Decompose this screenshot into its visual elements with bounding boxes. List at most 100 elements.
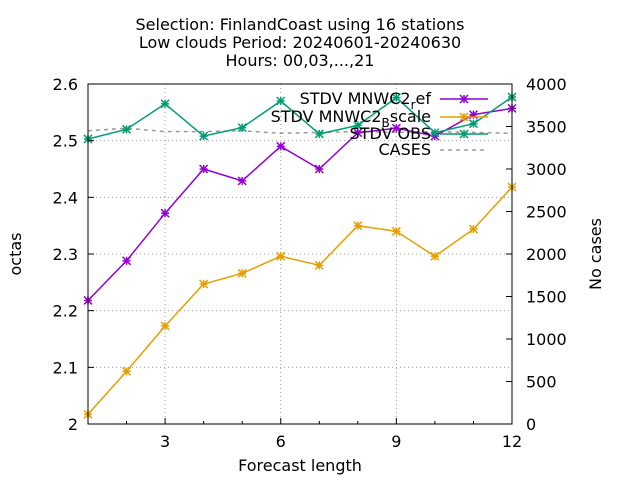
axes: 2 2.1 2.2 2.3 2.4 2.5 2.6 0 500 1000 1500 2000 2500 3… bbox=[6, 75, 605, 475]
legend-label-main: STDV MNWC2 bbox=[300, 89, 411, 108]
data-point bbox=[199, 131, 209, 141]
data-point-stroke bbox=[391, 226, 401, 236]
data-point bbox=[276, 141, 286, 151]
legend-label-tail: ef bbox=[416, 89, 432, 108]
data-point-stroke bbox=[160, 208, 170, 218]
y2-tick-label: 4000 bbox=[526, 75, 567, 94]
data-point-stroke bbox=[276, 96, 286, 106]
data-point bbox=[353, 120, 363, 130]
chart-title: Selection: FinlandCoast using 16 station… bbox=[136, 15, 465, 70]
data-point bbox=[314, 129, 324, 139]
y-axis-label: octas bbox=[6, 233, 25, 276]
data-point-stroke bbox=[468, 224, 478, 234]
data-point-stroke bbox=[237, 123, 247, 133]
data-point bbox=[468, 224, 478, 234]
y-tick-label: 2.4 bbox=[53, 188, 78, 207]
data-point bbox=[122, 256, 132, 266]
data-point-stroke bbox=[391, 93, 401, 103]
data-point bbox=[237, 176, 247, 186]
data-point-stroke bbox=[160, 99, 170, 109]
data-point bbox=[314, 164, 324, 174]
legend-label-sub: r bbox=[411, 98, 416, 112]
chart-title-line: Low clouds Period: 20240601-20240630 bbox=[139, 33, 461, 52]
data-point-stroke bbox=[353, 221, 363, 231]
series-line bbox=[87, 96, 513, 140]
data-point-stroke bbox=[314, 164, 324, 174]
data-point bbox=[391, 93, 401, 103]
legend-label: STDV MNWC2Bscale bbox=[271, 107, 431, 130]
data-point bbox=[391, 226, 401, 236]
x-tick-label: 3 bbox=[160, 432, 170, 451]
data-point-stroke bbox=[353, 120, 363, 130]
x-tick-label: 9 bbox=[391, 432, 401, 451]
legend-label: CASES bbox=[378, 140, 431, 159]
series-line bbox=[87, 186, 513, 415]
y2-tick-label: 3500 bbox=[526, 118, 567, 137]
series-lines bbox=[83, 92, 517, 419]
legend-label-main: STDV OBS bbox=[350, 124, 431, 143]
data-point bbox=[122, 366, 132, 376]
data-point-stroke bbox=[353, 128, 363, 138]
y2-tick-label: 2500 bbox=[526, 203, 567, 222]
legend-label-sub: B bbox=[382, 116, 390, 130]
data-point bbox=[199, 164, 209, 174]
y-tick-label: 2.1 bbox=[53, 358, 78, 377]
data-point bbox=[353, 128, 363, 138]
data-point-stroke bbox=[122, 124, 132, 134]
data-point-stroke bbox=[122, 366, 132, 376]
data-point bbox=[459, 94, 469, 104]
data-point bbox=[122, 124, 132, 134]
data-point bbox=[459, 112, 469, 122]
chart-title-line: Selection: FinlandCoast using 16 station… bbox=[136, 15, 465, 34]
data-point-stroke bbox=[459, 112, 469, 122]
y-tick-label: 2.5 bbox=[53, 132, 78, 151]
data-point bbox=[430, 128, 440, 138]
data-point bbox=[237, 123, 247, 133]
data-point bbox=[353, 221, 363, 231]
data-point-stroke bbox=[122, 256, 132, 266]
legend-label-main: CASES bbox=[378, 140, 431, 159]
data-point-stroke bbox=[314, 129, 324, 139]
data-point-stroke bbox=[276, 251, 286, 261]
data-point-stroke bbox=[430, 128, 440, 138]
y-tick-label: 2.2 bbox=[53, 302, 78, 321]
data-point bbox=[276, 251, 286, 261]
legend-label-main: STDV MNWC2 bbox=[271, 107, 382, 126]
data-point bbox=[459, 129, 469, 139]
y2-tick-label: 1000 bbox=[526, 330, 567, 349]
x-axis-label: Forecast length bbox=[238, 456, 362, 475]
x-tick-label: 12 bbox=[502, 432, 522, 451]
data-point-stroke bbox=[459, 94, 469, 104]
y2-tick-label: 3000 bbox=[526, 160, 567, 179]
data-point-stroke bbox=[160, 321, 170, 331]
y2-tick-label: 0 bbox=[526, 415, 536, 434]
y2-tick-label: 500 bbox=[526, 373, 557, 392]
x-tick-label: 6 bbox=[276, 432, 286, 451]
data-point-stroke bbox=[237, 176, 247, 186]
data-point-stroke bbox=[199, 131, 209, 141]
data-point bbox=[468, 119, 478, 129]
data-point-stroke bbox=[237, 268, 247, 278]
legend-label: STDV OBS bbox=[350, 124, 431, 143]
legend-label-tail: scale bbox=[390, 107, 431, 126]
data-point bbox=[199, 279, 209, 289]
y-tick-label: 2.6 bbox=[53, 75, 78, 94]
data-point bbox=[314, 260, 324, 270]
data-point bbox=[391, 123, 401, 133]
data-point bbox=[430, 251, 440, 261]
data-point bbox=[276, 96, 286, 106]
data-point bbox=[237, 268, 247, 278]
y2-axis-label: No cases bbox=[586, 218, 605, 290]
data-point-stroke bbox=[468, 119, 478, 129]
y2-tick-label: 1500 bbox=[526, 288, 567, 307]
data-point bbox=[160, 208, 170, 218]
y2-tick-label: 2000 bbox=[526, 245, 567, 264]
data-point-stroke bbox=[199, 279, 209, 289]
series-line bbox=[87, 107, 513, 302]
data-point-stroke bbox=[391, 123, 401, 133]
y-tick-label: 2 bbox=[68, 415, 78, 434]
data-point-stroke bbox=[459, 129, 469, 139]
data-point-stroke bbox=[314, 260, 324, 270]
